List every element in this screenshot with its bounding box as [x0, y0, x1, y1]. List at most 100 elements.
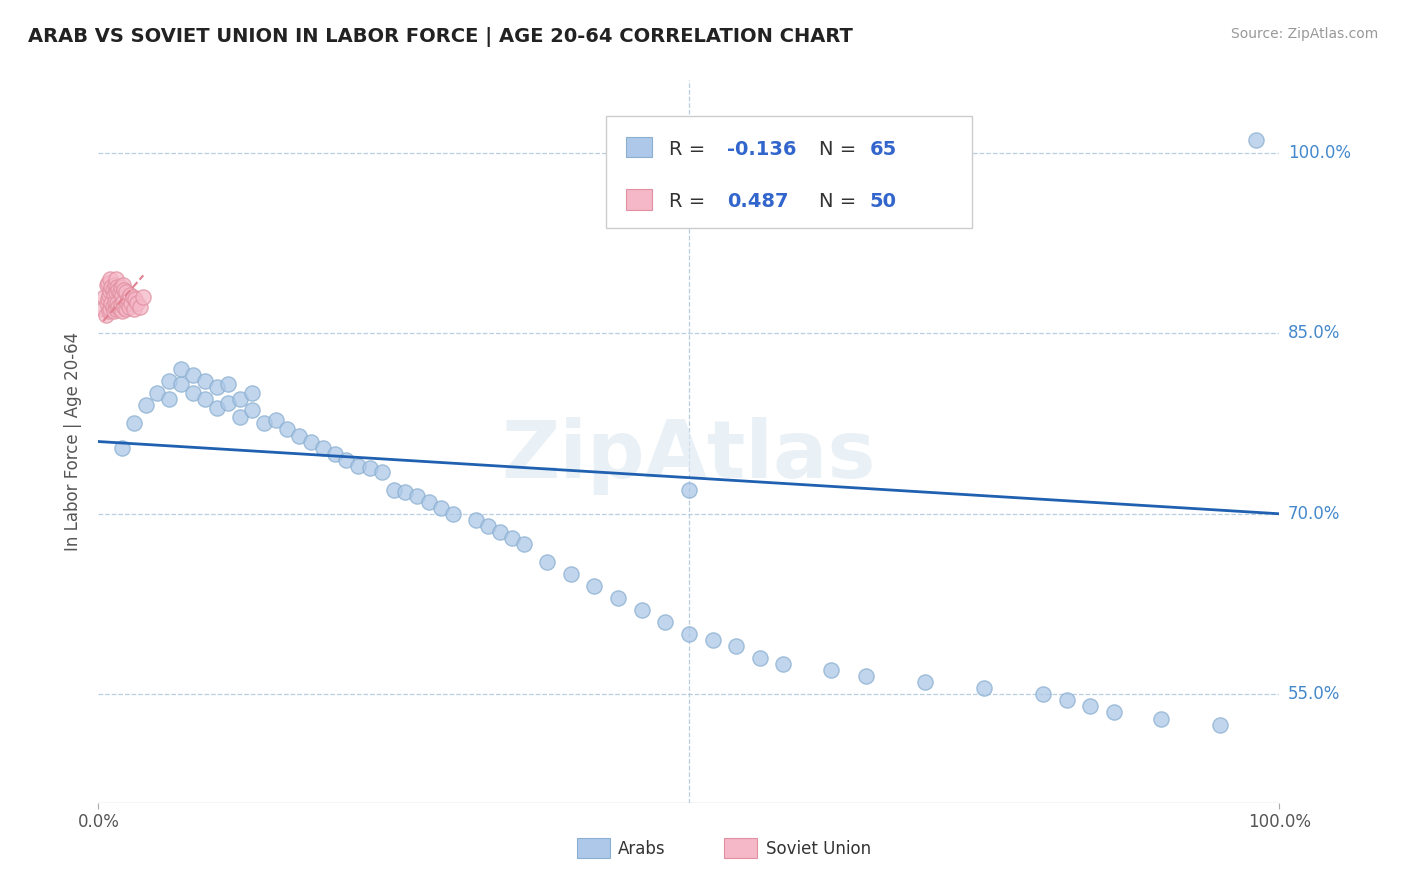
- Point: [323, 446, 346, 460]
- Point: [299, 434, 322, 449]
- Point: [128, 300, 150, 314]
- Point: [122, 301, 145, 317]
- Point: [120, 287, 142, 301]
- Point: [117, 293, 139, 307]
- Text: 0.487: 0.487: [727, 193, 789, 211]
- Point: [105, 285, 128, 300]
- Point: [1056, 693, 1078, 707]
- Point: [1244, 133, 1267, 147]
- Point: [112, 294, 135, 309]
- Point: [181, 368, 204, 383]
- Point: [359, 461, 381, 475]
- Point: [111, 287, 134, 301]
- Point: [135, 398, 157, 412]
- Point: [725, 640, 748, 654]
- Point: [94, 308, 117, 322]
- Point: [97, 276, 120, 290]
- Point: [512, 537, 534, 551]
- Point: [157, 392, 180, 407]
- Point: [264, 413, 287, 427]
- Text: 70.0%: 70.0%: [1288, 505, 1340, 523]
- Point: [107, 300, 129, 314]
- Point: [98, 284, 121, 298]
- Text: Arabs: Arabs: [619, 840, 665, 858]
- Point: [382, 483, 405, 497]
- Point: [132, 290, 155, 304]
- Text: R =: R =: [669, 140, 711, 159]
- Point: [100, 280, 122, 294]
- Point: [560, 567, 582, 582]
- Point: [418, 494, 440, 508]
- Point: [104, 277, 127, 292]
- Point: [108, 301, 131, 317]
- Point: [430, 500, 453, 515]
- Point: [465, 513, 488, 527]
- Point: [107, 283, 129, 297]
- Point: [112, 283, 135, 297]
- Point: [105, 301, 128, 317]
- Point: [98, 304, 121, 318]
- Point: [96, 277, 118, 292]
- Point: [477, 519, 499, 533]
- Point: [170, 362, 193, 376]
- Point: [170, 376, 193, 391]
- Point: [104, 294, 127, 309]
- Point: [489, 524, 512, 539]
- Point: [288, 428, 311, 442]
- Point: [157, 374, 180, 388]
- Text: 85.0%: 85.0%: [1288, 324, 1340, 343]
- Point: [536, 555, 558, 569]
- Bar: [626, 189, 652, 210]
- Point: [583, 579, 606, 593]
- Point: [501, 531, 523, 545]
- Point: [96, 296, 118, 310]
- Text: 65: 65: [870, 140, 897, 159]
- Point: [101, 300, 124, 314]
- Point: [121, 290, 143, 304]
- Point: [678, 483, 700, 497]
- Point: [205, 401, 228, 415]
- Point: [240, 386, 263, 401]
- Point: [1150, 711, 1173, 725]
- Point: [347, 458, 370, 473]
- Text: 100.0%: 100.0%: [1288, 144, 1351, 161]
- Point: [122, 417, 145, 431]
- Point: [112, 300, 135, 314]
- Point: [217, 376, 239, 391]
- Text: ARAB VS SOVIET UNION IN LABOR FORCE | AGE 20-64 CORRELATION CHART: ARAB VS SOVIET UNION IN LABOR FORCE | AG…: [28, 27, 853, 46]
- Point: [127, 296, 149, 310]
- Text: Soviet Union: Soviet Union: [766, 840, 870, 858]
- Point: [973, 681, 995, 696]
- Point: [217, 396, 239, 410]
- Point: [702, 633, 724, 648]
- Point: [97, 293, 120, 307]
- Point: [335, 452, 357, 467]
- FancyBboxPatch shape: [606, 116, 973, 228]
- Text: 55.0%: 55.0%: [1288, 685, 1340, 704]
- Y-axis label: In Labor Force | Age 20-64: In Labor Force | Age 20-64: [65, 332, 83, 551]
- Point: [772, 657, 794, 672]
- Text: -0.136: -0.136: [727, 140, 796, 159]
- Point: [855, 669, 877, 683]
- Point: [914, 675, 936, 690]
- Point: [371, 465, 394, 479]
- Point: [441, 507, 464, 521]
- Point: [607, 591, 630, 605]
- Point: [181, 386, 204, 401]
- Text: 50: 50: [870, 193, 897, 211]
- Point: [394, 485, 416, 500]
- Point: [110, 297, 132, 311]
- Point: [103, 304, 125, 318]
- Point: [748, 651, 770, 665]
- Point: [108, 285, 131, 300]
- Point: [105, 296, 128, 310]
- Point: [114, 285, 136, 300]
- Point: [820, 664, 842, 678]
- Bar: [724, 838, 758, 858]
- Point: [146, 386, 169, 401]
- Point: [105, 272, 128, 286]
- Point: [100, 296, 122, 310]
- Point: [115, 296, 138, 310]
- Bar: [576, 838, 610, 858]
- Point: [105, 280, 128, 294]
